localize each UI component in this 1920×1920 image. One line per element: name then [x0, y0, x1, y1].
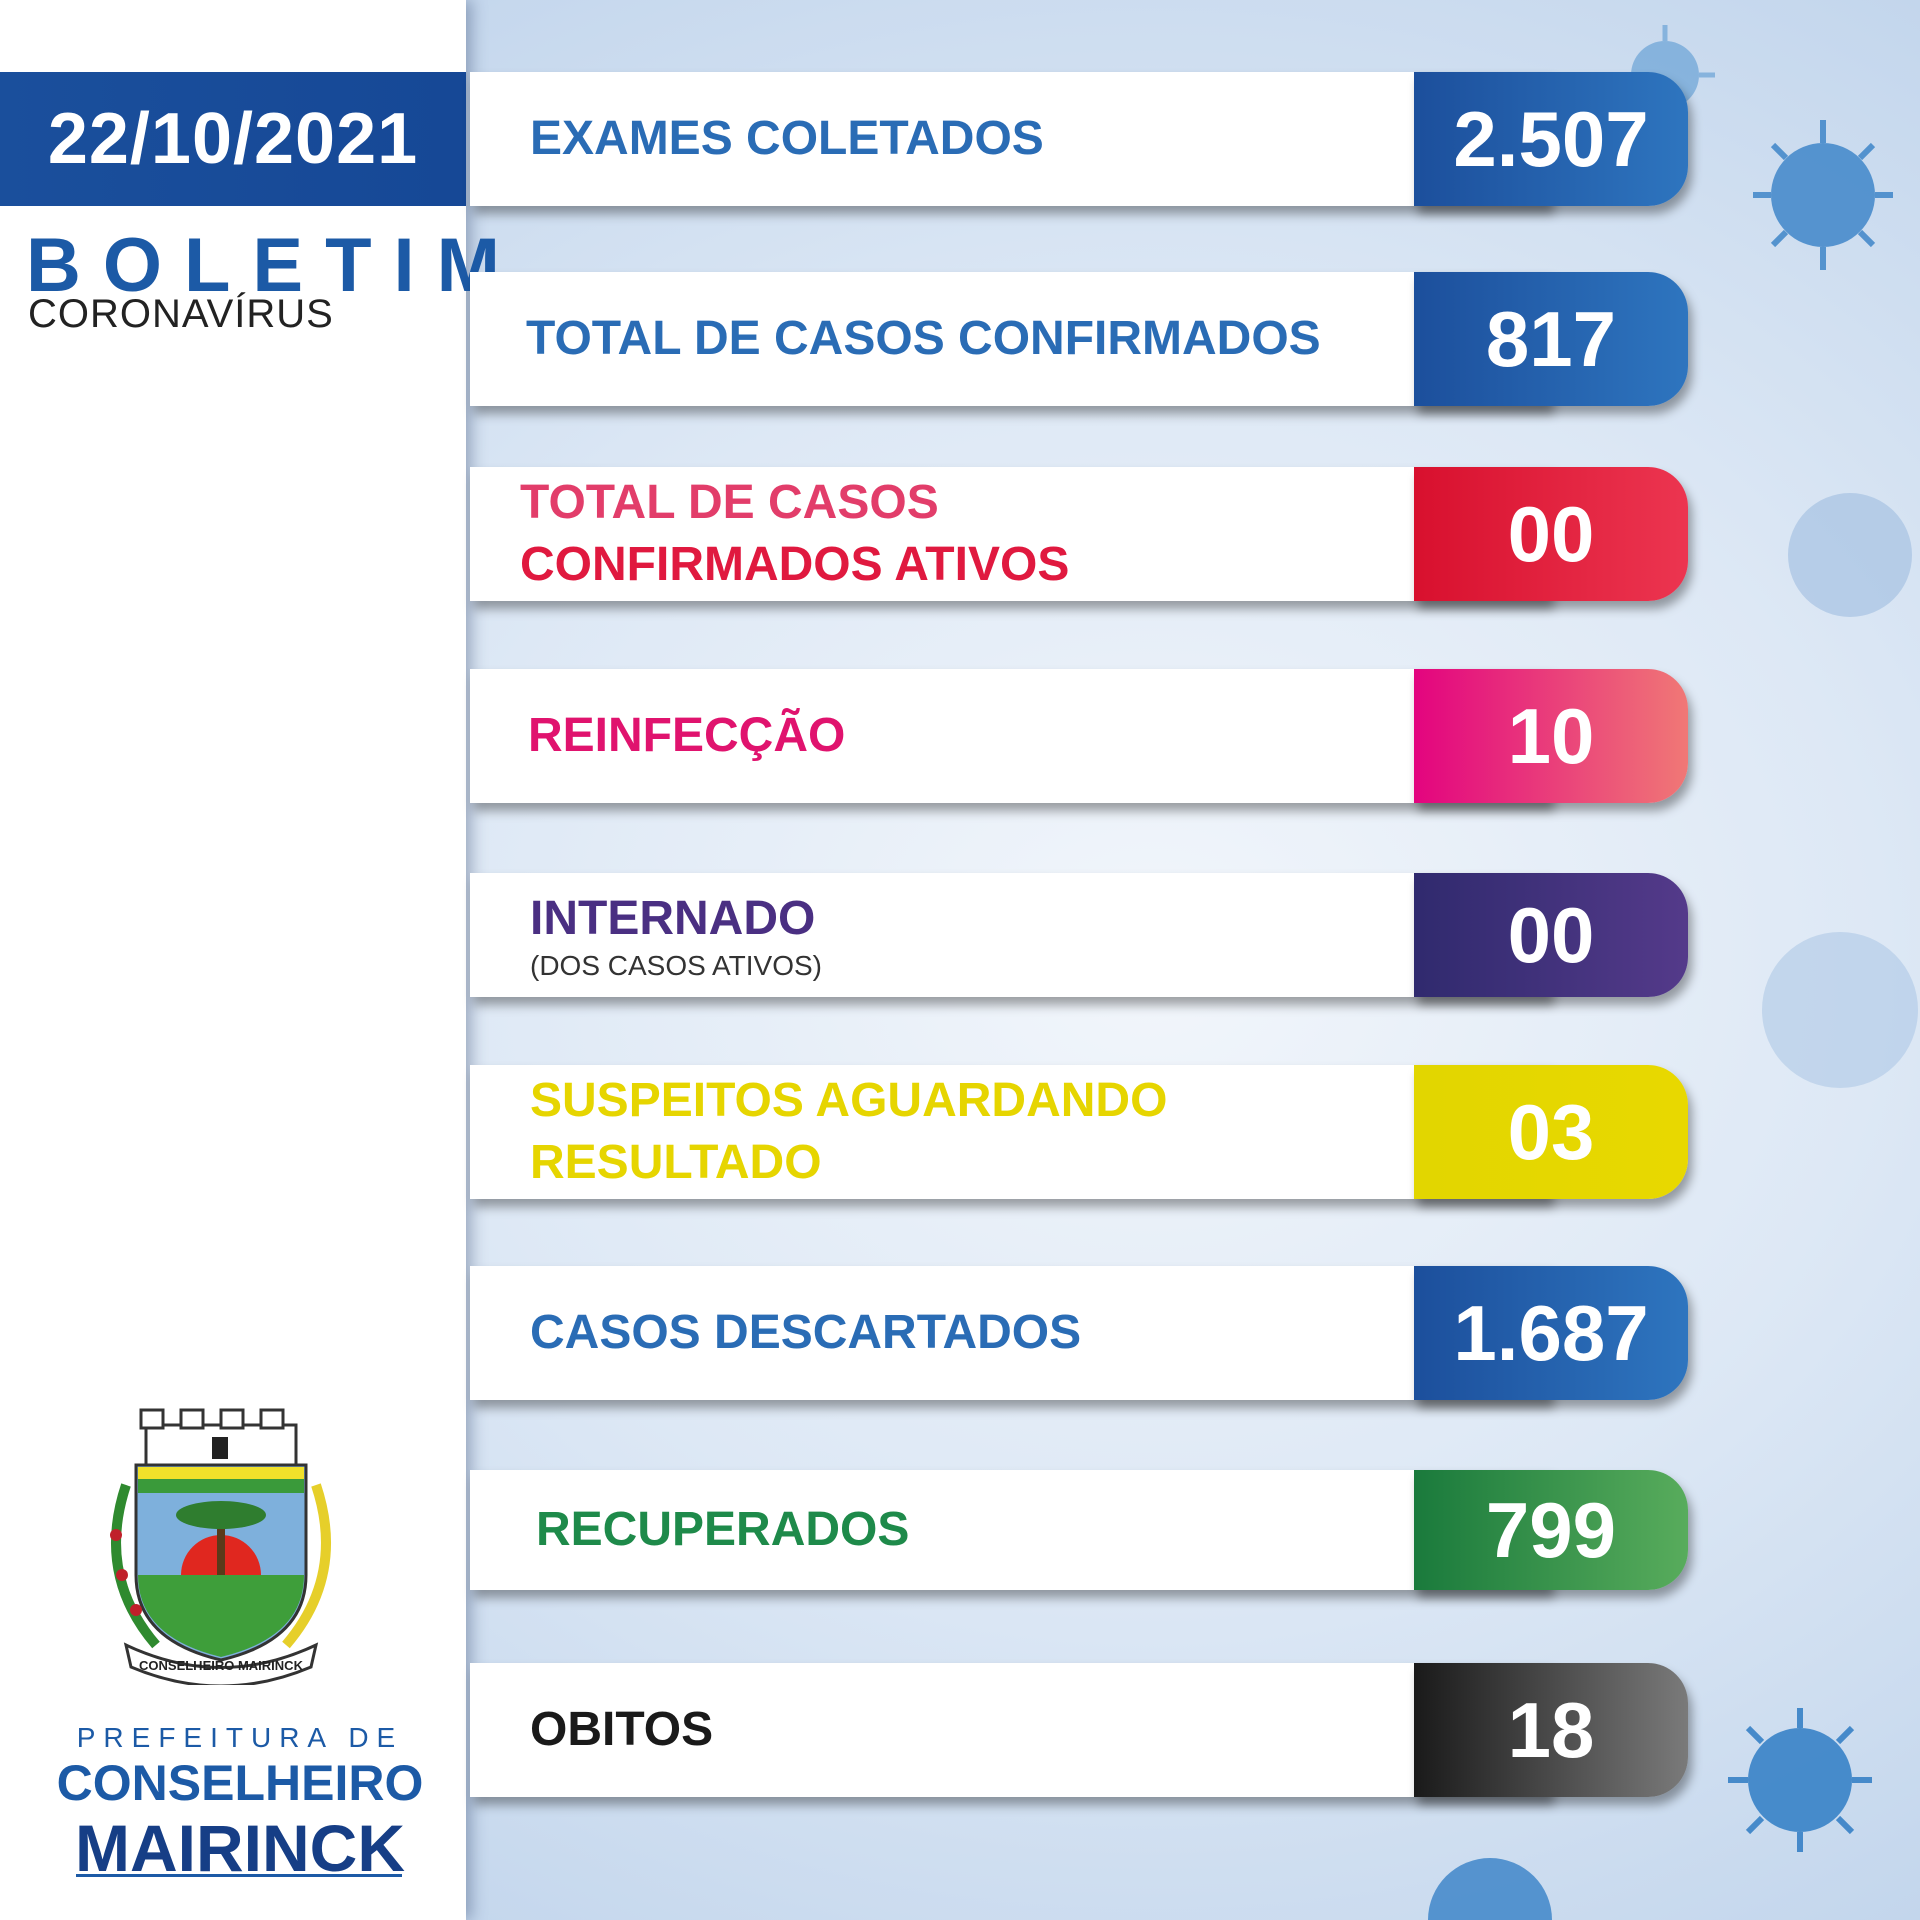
stat-label: TOTAL DE CASOS CONFIRMADOS: [526, 272, 1321, 406]
virus-icon: [1428, 1858, 1552, 1920]
stat-bar: [470, 272, 1550, 406]
stat-bar: [470, 873, 1550, 997]
stat-row-ativos: TOTAL DE CASOS CONFIRMADOS ATIVOS 00: [470, 467, 1688, 601]
stat-bar: [470, 1663, 1550, 1797]
stat-value-box: 00: [1414, 467, 1688, 601]
stat-bar: [470, 72, 1550, 206]
stat-value: 18: [1507, 1685, 1595, 1774]
stat-label-line1: SUSPEITOS AGUARDANDO: [530, 1074, 1168, 1127]
virus-icon: [1728, 1708, 1872, 1852]
stat-value-box: 799: [1414, 1470, 1688, 1590]
stat-label: OBITOS: [530, 1663, 713, 1797]
virus-icon: [1762, 932, 1918, 1088]
stat-value: 00: [1507, 890, 1595, 979]
stat-row-suspeitos: SUSPEITOS AGUARDANDO RESULTADO 03: [470, 1065, 1688, 1199]
stat-value-box: 00: [1414, 873, 1688, 997]
sidebar: 22/10/2021 BOLETIM CORONAVÍRUS CONSELHEI…: [0, 0, 500, 1920]
stat-value-box: 1.687: [1414, 1266, 1688, 1400]
stat-value: 1.687: [1453, 1288, 1649, 1377]
stat-value: 2.507: [1453, 94, 1649, 183]
stat-value-box: 18: [1414, 1663, 1688, 1797]
stat-row-obitos: OBITOS 18: [470, 1663, 1688, 1797]
stat-label-text: INTERNADO: [530, 892, 816, 945]
stat-value: 799: [1485, 1485, 1617, 1574]
stat-bar: [470, 1266, 1550, 1400]
stat-label: SUSPEITOS AGUARDANDO RESULTADO: [530, 1065, 1167, 1199]
bulletin-title: BOLETIM: [26, 223, 522, 308]
virus-icon: [1753, 120, 1893, 270]
stat-label: EXAMES COLETADOS: [530, 72, 1044, 206]
crest-banner-text: CONSELHEIRO MAIRINCK: [139, 1658, 304, 1673]
stat-value-box: 10: [1414, 669, 1688, 803]
stat-label: TOTAL DE CASOS CONFIRMADOS ATIVOS: [520, 467, 1069, 601]
stat-value-box: 2.507: [1414, 72, 1688, 206]
stat-row-reinfeccao: REINFECÇÃO 10: [470, 669, 1688, 803]
stat-label-text: RECUPERADOS: [536, 1503, 910, 1556]
stat-label-line1: TOTAL DE CASOS: [520, 476, 939, 529]
stat-bar: [470, 1470, 1550, 1590]
stat-label: REINFECÇÃO: [528, 669, 845, 803]
stat-label: CASOS DESCARTADOS: [530, 1266, 1081, 1400]
stat-label-text: EXAMES COLETADOS: [530, 112, 1044, 165]
coat-of-arms-logo: CONSELHEIRO MAIRINCK: [110, 1408, 331, 1685]
stat-value: 10: [1507, 691, 1595, 780]
bulletin-subtitle: CORONAVÍRUS: [28, 292, 334, 336]
stat-row-recuperados: RECUPERADOS 799: [470, 1470, 1688, 1590]
stat-bar: [470, 669, 1550, 803]
stat-label: INTERNADO (DOS CASOS ATIVOS): [530, 873, 822, 997]
stat-value: 817: [1485, 294, 1617, 383]
stat-bar: [470, 1065, 1550, 1199]
stat-value-box: 03: [1414, 1065, 1688, 1199]
date-text: 22/10/2021: [47, 99, 419, 179]
date-banner: 22/10/2021: [0, 72, 466, 206]
stat-row-internado: INTERNADO (DOS CASOS ATIVOS) 00: [470, 873, 1688, 997]
city-name-line2: MAIRINCK: [75, 1811, 405, 1885]
stat-value-box: 817: [1414, 272, 1688, 406]
stat-value: 00: [1507, 489, 1595, 578]
city-name-line1: CONSELHEIRO: [56, 1755, 424, 1811]
stat-label-text: OBITOS: [530, 1703, 714, 1756]
stat-label-text: REINFECÇÃO: [528, 709, 846, 762]
divider: [76, 1874, 402, 1877]
stat-label-line2: RESULTADO: [530, 1136, 822, 1189]
stat-row-exames: EXAMES COLETADOS 2.507: [470, 72, 1688, 206]
stat-label-text: TOTAL DE CASOS CONFIRMADOS: [526, 312, 1321, 365]
stat-label: RECUPERADOS: [536, 1470, 909, 1590]
stat-row-descartados: CASOS DESCARTADOS 1.687: [470, 1266, 1688, 1400]
stat-row-confirmados: TOTAL DE CASOS CONFIRMADOS 817: [470, 272, 1688, 406]
prefeitura-label: PREFEITURA DE: [76, 1722, 404, 1753]
stat-bar: [470, 467, 1550, 601]
stat-label-line2: CONFIRMADOS ATIVOS: [520, 538, 1070, 591]
stat-sublabel: (DOS CASOS ATIVOS): [530, 950, 822, 981]
stat-label-text: CASOS DESCARTADOS: [530, 1306, 1082, 1359]
virus-icon: [1788, 493, 1912, 617]
stat-value: 03: [1507, 1087, 1595, 1176]
